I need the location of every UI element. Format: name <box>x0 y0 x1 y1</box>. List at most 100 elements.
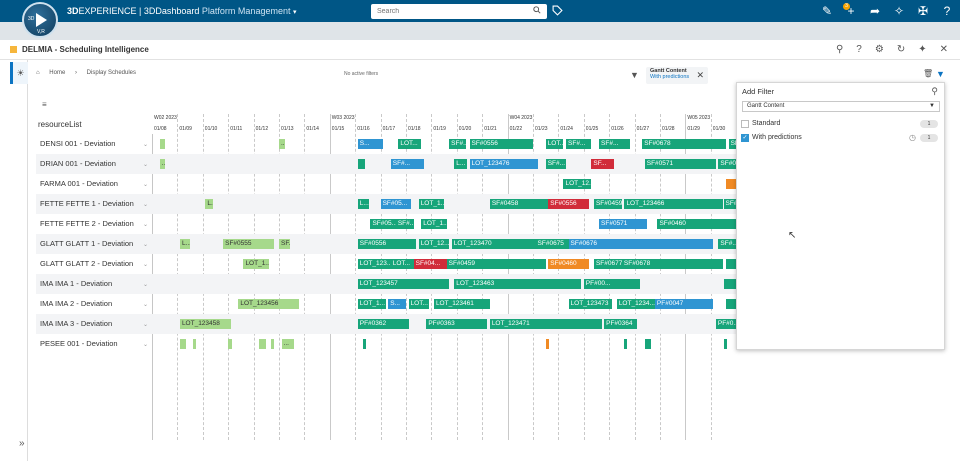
gantt-task-bar[interactable]: LOT_123473 <box>568 299 612 309</box>
gantt-task-bar[interactable]: SF#0571 <box>599 219 648 229</box>
gantt-task-bar[interactable]: S... <box>357 139 384 149</box>
gantt-task-bar[interactable]: SF#0460 <box>548 259 589 269</box>
gantt-task-bar[interactable]: LOT_123470 <box>451 239 536 249</box>
gantt-task-bar[interactable]: LOT_1... <box>243 259 269 269</box>
chevron-down-icon[interactable]: ⌄ <box>143 262 149 268</box>
gantt-task-bar[interactable] <box>723 279 736 289</box>
gantt-task-bar[interactable]: SF#... <box>566 139 592 149</box>
gantt-task-bar[interactable]: PF#00... <box>583 279 640 289</box>
gantt-task-bar[interactable]: SF#0678 <box>642 139 727 149</box>
gantt-task-bar[interactable]: LOT_123476 <box>469 159 539 169</box>
gantt-task-bar[interactable]: LOT_123471 <box>489 319 602 329</box>
gantt-task-bar[interactable]: LOT... <box>408 299 429 309</box>
gantt-task-bar[interactable]: SF#0459 <box>446 259 546 269</box>
gantt-task-bar[interactable]: SF#0459 <box>593 199 622 209</box>
gantt-task-bar[interactable]: ... <box>281 339 295 349</box>
brand-title[interactable]: 3DEXPERIENCE | 3DDashboard Platform Mana… <box>67 6 297 16</box>
gantt-task-bar[interactable]: ... <box>279 139 286 149</box>
close-icon[interactable]: ✕ <box>696 70 704 80</box>
gantt-task-bar[interactable]: LOT_12... <box>563 179 592 189</box>
search-icon[interactable]: ⚲ <box>931 86 938 96</box>
gantt-task-bar[interactable]: SF#0675 <box>535 239 569 249</box>
gantt-task-bar[interactable]: LOT_123466 <box>624 199 724 209</box>
gantt-task-bar[interactable]: LOT_123461 <box>433 299 490 309</box>
home-icon[interactable]: ⌂ <box>36 70 40 76</box>
gantt-task-bar[interactable]: PF#0363 <box>426 319 488 329</box>
gantt-task-bar[interactable] <box>624 339 628 349</box>
close-icon[interactable]: ✕ <box>939 44 948 55</box>
gantt-task-bar[interactable]: SF#0556 <box>548 199 589 209</box>
gantt-task-bar[interactable]: SF#... <box>718 239 736 249</box>
gantt-task-bar[interactable]: SF#0460 <box>657 219 736 229</box>
filter-icon[interactable]: ▼ <box>630 70 639 80</box>
gantt-task-bar[interactable]: LOT_1... <box>357 299 386 309</box>
gantt-task-bar[interactable]: PF#0364 <box>604 319 638 329</box>
gantt-task-bar[interactable]: L... <box>357 199 370 209</box>
gantt-task-bar[interactable] <box>726 179 736 189</box>
hierarchy-icon[interactable]: ≡ <box>42 100 47 109</box>
chevron-down-icon[interactable]: ▾ <box>292 9 297 16</box>
gantt-task-bar[interactable]: LOT... <box>390 259 414 269</box>
gantt-task-bar[interactable]: LOT_1... <box>418 199 445 209</box>
gantt-task-bar[interactable]: S... <box>388 299 406 309</box>
gantt-task-bar[interactable]: PF#0362 <box>357 319 409 329</box>
gantt-task-bar[interactable] <box>258 339 267 349</box>
gantt-task-bar[interactable] <box>545 339 549 349</box>
gantt-task-bar[interactable] <box>362 339 366 349</box>
compass-tools-icon[interactable]: ✠ <box>917 4 929 18</box>
gantt-task-bar[interactable]: LOT_123... <box>357 259 391 269</box>
gantt-task-bar[interactable]: L... <box>179 239 191 249</box>
gantt-task-bar[interactable] <box>644 339 652 349</box>
gantt-task-bar[interactable]: SF#0678 <box>621 259 724 269</box>
trash-icon[interactable]: 🗑 <box>923 69 934 78</box>
chevron-down-icon[interactable]: ⌄ <box>143 342 149 348</box>
chat-icon[interactable]: ✎ <box>821 4 833 18</box>
gantt-task-bar[interactable] <box>179 339 187 349</box>
gantt-task-bar[interactable]: SF#0556 <box>469 139 533 149</box>
gantt-task-bar[interactable]: SF#0458 <box>489 199 569 209</box>
refresh-icon[interactable]: ↻ <box>896 44 906 55</box>
gantt-task-bar[interactable]: SF#... <box>728 139 736 149</box>
gantt-task-bar[interactable]: LOT_123458 <box>179 319 231 329</box>
gantt-task-bar[interactable] <box>159 139 165 149</box>
settings-icon[interactable]: ⚙ <box>874 44 884 55</box>
gantt-task-bar[interactable] <box>192 339 196 349</box>
gantt-task-bar[interactable] <box>723 339 727 349</box>
gantt-task-bar[interactable]: SF#0676 <box>568 239 714 249</box>
gantt-task-bar[interactable]: LOT... <box>398 139 422 149</box>
chevron-down-icon[interactable]: ⌄ <box>143 162 149 168</box>
help-icon[interactable]: ? <box>856 44 862 55</box>
filter-active-icon[interactable]: ▼ <box>936 69 945 79</box>
app-name[interactable]: Platform Management <box>201 6 291 16</box>
gantt-task-bar[interactable] <box>357 159 366 169</box>
gantt-task-bar[interactable]: LOT... <box>545 139 564 149</box>
gantt-task-bar[interactable] <box>726 259 736 269</box>
breadcrumb-schedules[interactable]: Display Schedules <box>86 70 137 76</box>
gantt-task-bar[interactable]: SF#04... <box>413 259 447 269</box>
checkbox-checked[interactable]: ✓ <box>741 134 749 142</box>
gantt-task-bar[interactable]: SF#05... <box>370 219 396 229</box>
search-input[interactable] <box>371 4 547 19</box>
chevron-down-icon[interactable]: ⌄ <box>143 302 149 308</box>
chevron-down-icon[interactable]: ⌄ <box>143 322 149 328</box>
gantt-task-bar[interactable]: SF#... <box>390 159 424 169</box>
gantt-task-bar[interactable] <box>726 299 736 309</box>
gantt-task-bar[interactable]: ... <box>159 159 165 169</box>
gantt-task-bar[interactable]: SF#... <box>449 139 466 149</box>
chevron-down-icon[interactable]: ⌄ <box>143 142 149 148</box>
gantt-task-bar[interactable]: SF#... <box>599 139 630 149</box>
gantt-task-bar[interactable]: SF#05... <box>380 199 412 209</box>
gantt-task-bar[interactable]: LOT_123457 <box>357 279 450 289</box>
gantt-task-bar[interactable]: SF... <box>591 159 615 169</box>
gantt-task-bar[interactable]: LOT_123463 <box>454 279 582 289</box>
gantt-task-bar[interactable]: SF#0556 <box>357 239 417 249</box>
gantt-task-bar[interactable]: LOT_1... <box>421 219 447 229</box>
filter-type-select[interactable]: Gantt Content ▼ <box>742 101 940 112</box>
checkbox[interactable] <box>741 120 749 128</box>
breadcrumb-home[interactable]: Home <box>49 70 66 76</box>
chevron-down-icon[interactable]: ⌄ <box>143 242 149 248</box>
gantt-task-bar[interactable]: LOT_123456 <box>238 299 300 309</box>
gantt-task-bar[interactable]: SF... <box>279 239 291 249</box>
gantt-task-bar[interactable]: L... <box>454 159 467 169</box>
dashboard-icon[interactable]: ☀ <box>10 62 28 84</box>
